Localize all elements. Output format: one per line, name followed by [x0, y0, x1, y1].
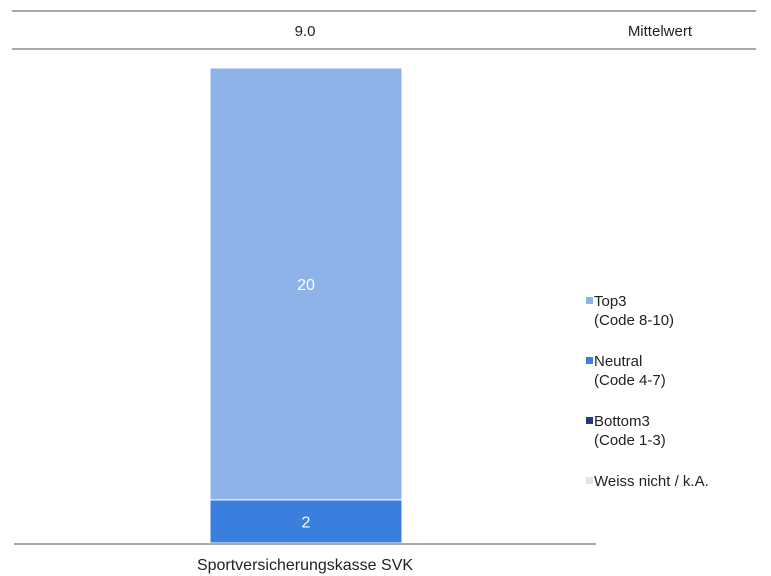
legend-item-bottom3: Bottom3 (Code 1-3)	[586, 412, 766, 450]
legend-item-top3: Top3 (Code 8-10)	[586, 292, 766, 330]
legend-item-weiss-nicht: Weiss nicht / k.A.	[586, 472, 766, 491]
x-category-label: Sportversicherungskasse SVK	[197, 557, 413, 574]
bar-segment-top3	[209, 67, 403, 501]
bar-segment-neutral	[209, 499, 403, 544]
legend-sub-bottom3: (Code 1-3)	[594, 432, 666, 449]
legend-item-neutral: Neutral (Code 4-7)	[586, 352, 766, 390]
legend-sub-neutral: (Code 4-7)	[594, 372, 666, 389]
legend-swatch-top3	[586, 297, 593, 304]
mean-label: Mittelwert	[628, 23, 693, 40]
legend-swatch-bottom3	[586, 417, 593, 424]
legend: Top3 (Code 8-10) Neutral (Code 4-7) Bott…	[586, 292, 766, 513]
legend-label-top3: Top3	[594, 293, 627, 310]
mean-value: 9.0	[295, 23, 316, 40]
legend-label-bottom3: Bottom3	[594, 413, 650, 430]
legend-swatch-weiss-nicht	[586, 477, 593, 484]
legend-label-weiss-nicht: Weiss nicht / k.A.	[594, 473, 709, 490]
legend-label-neutral: Neutral	[594, 353, 643, 370]
bar-group: 2 20	[209, 67, 403, 544]
data-label-neutral: 2	[302, 514, 311, 531]
data-label-top3: 20	[297, 277, 315, 294]
legend-swatch-neutral	[586, 357, 593, 364]
legend-sub-top3: (Code 8-10)	[594, 312, 675, 329]
